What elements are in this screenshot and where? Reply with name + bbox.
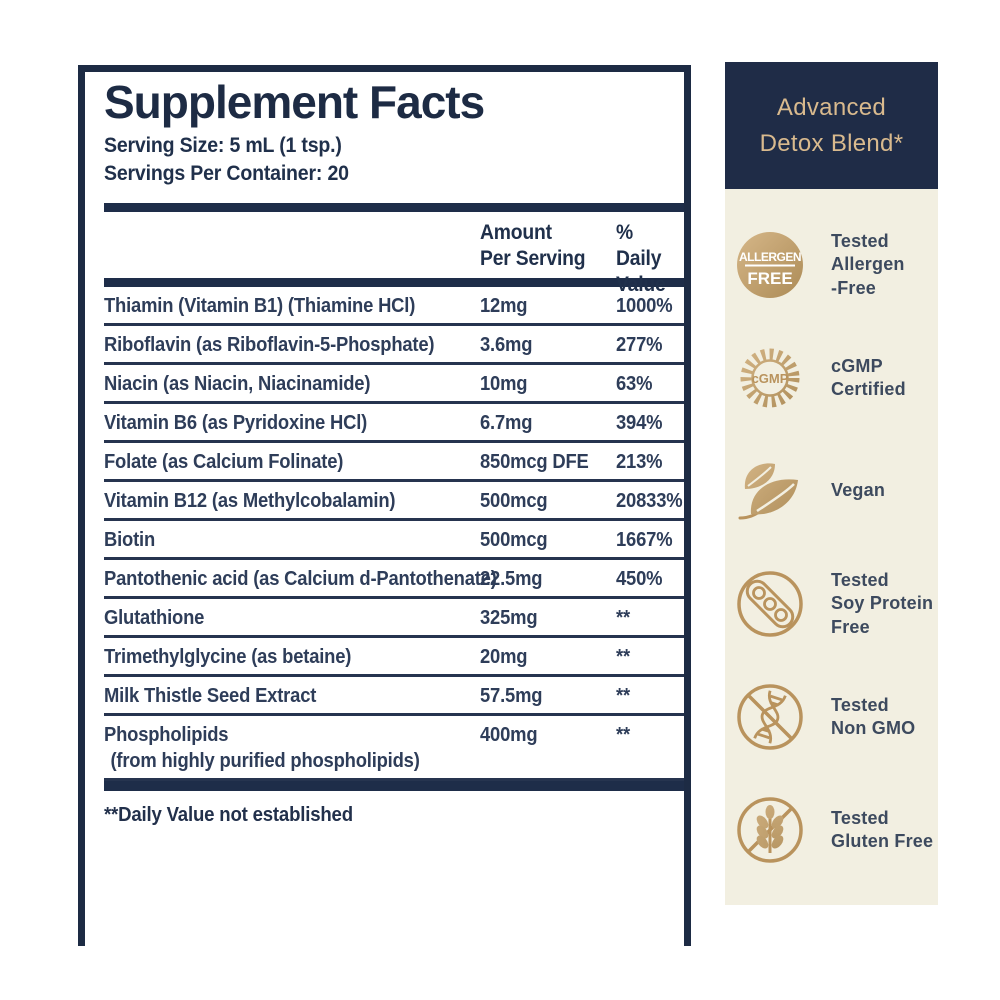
ingredient-row: Biotin 500mcg 1667%	[104, 521, 684, 560]
ingredient-daily-value: **	[616, 606, 630, 629]
blend-header: Advanced Detox Blend*	[725, 62, 938, 189]
ingredient-name: Vitamin B6 (as Pyridoxine HCl)	[104, 411, 368, 434]
cgmp-badge-icon: cGMP	[735, 343, 805, 413]
ingredient-row: Riboflavin (as Riboflavin-5-Phosphate) 3…	[104, 326, 684, 365]
ingredient-amount: 325mg	[480, 606, 538, 629]
ingredient-name: Phospholipids	[104, 723, 229, 746]
ingredient-row: Vitamin B12 (as Methylcobalamin) 500mcg …	[104, 482, 684, 521]
ingredient-name: Trimethylglycine (as betaine)	[104, 645, 352, 668]
ingredient-daily-value: **	[616, 684, 630, 707]
ingredient-note: (from highly purified phospholipids)	[110, 749, 420, 772]
ingredient-daily-value: **	[616, 723, 630, 746]
ingredient-name: Vitamin B12 (as Methylcobalamin)	[104, 489, 396, 512]
badge-vegan: Vegan	[735, 455, 938, 527]
ingredient-name: Niacin (as Niacin, Niacinamide)	[104, 372, 371, 395]
ingredient-daily-value: 394%	[616, 411, 663, 434]
ingredient-amount: 10mg	[480, 372, 528, 395]
badge-sidebar: Advanced Detox Blend* ALLERGEN FREE Test…	[725, 62, 938, 905]
divider-bar	[104, 780, 684, 791]
ingredient-row: Trimethylglycine (as betaine) 20mg **	[104, 638, 684, 677]
svg-text:ALLERGEN: ALLERGEN	[739, 250, 801, 264]
servings-per-container: Servings Per Container: 20	[104, 162, 349, 186]
column-headers: Amount Per Serving % Daily Value	[104, 212, 684, 296]
column-header-daily-value: % Daily Value	[616, 220, 666, 296]
badge-label: Tested Gluten Free	[831, 807, 934, 851]
badge-allergen-free: ALLERGEN FREE Tested Allergen -Free	[735, 229, 938, 301]
badge-label: Tested Non GMO	[831, 694, 916, 738]
ingredient-daily-value: **	[616, 645, 630, 668]
ingredient-daily-value: 1667%	[616, 528, 673, 551]
allergen-free-badge-icon: ALLERGEN FREE	[735, 230, 805, 300]
ingredient-row: Milk Thistle Seed Extract 57.5mg **	[104, 677, 684, 716]
soy-free-icon	[735, 569, 805, 639]
serving-size: Serving Size: 5 mL (1 tsp.)	[104, 134, 342, 158]
ingredient-row: Glutathione 325mg **	[104, 599, 684, 638]
ingredient-amount: 6.7mg	[480, 411, 533, 434]
ingredient-daily-value: 63%	[616, 372, 653, 395]
ingredient-name: Pantothenic acid (as Calcium d-Pantothen…	[104, 567, 497, 590]
svg-text:cGMP: cGMP	[752, 371, 789, 386]
ingredient-amount: 500mcg	[480, 489, 548, 512]
ingredient-name: Folate (as Calcium Folinate)	[104, 450, 344, 473]
divider-bar	[104, 202, 684, 212]
ingredient-daily-value: 213%	[616, 450, 663, 473]
column-header-amount: Amount Per Serving	[480, 220, 586, 270]
gluten-free-icon	[735, 795, 805, 865]
badge-gluten-free: Tested Gluten Free	[735, 794, 938, 866]
supplement-facts-panel: Supplement Facts Serving Size: 5 mL (1 t…	[78, 65, 691, 946]
svg-text:FREE: FREE	[747, 269, 792, 288]
ingredient-amount: 400mg	[480, 723, 538, 746]
ingredient-row: Folate (as Calcium Folinate) 850mcg DFE …	[104, 443, 684, 482]
ingredient-daily-value: 277%	[616, 333, 663, 356]
ingredient-row: Phospholipids 400mg ** (from highly puri…	[104, 716, 684, 781]
badge-label: Tested Allergen -Free	[831, 231, 905, 298]
non-gmo-icon	[735, 682, 805, 752]
ingredient-daily-value: 20833%	[616, 489, 683, 512]
ingredient-amount: 57.5mg	[480, 684, 543, 707]
divider-bar	[104, 277, 684, 287]
badge-soy-free: Tested Soy Protein Free	[735, 568, 938, 640]
badge-cgmp: cGMP cGMP Certified	[735, 342, 938, 414]
badge-list: ALLERGEN FREE Tested Allergen -Free cGMP…	[725, 189, 938, 905]
ingredient-name: Riboflavin (as Riboflavin-5-Phosphate)	[104, 333, 435, 356]
badge-non-gmo: Tested Non GMO	[735, 681, 938, 753]
ingredient-name: Biotin	[104, 528, 156, 551]
ingredient-daily-value: 1000%	[616, 294, 673, 317]
ingredient-name: Milk Thistle Seed Extract	[104, 684, 317, 707]
ingredient-name: Thiamin (Vitamin B1) (Thiamine HCl)	[104, 294, 416, 317]
daily-value-footnote: **Daily Value not established	[104, 803, 353, 826]
badge-label: Tested Soy Protein Free	[831, 570, 934, 637]
ingredient-row: Vitamin B6 (as Pyridoxine HCl) 6.7mg 394…	[104, 404, 684, 443]
badge-label: Vegan	[831, 480, 886, 501]
ingredient-row: Thiamin (Vitamin B1) (Thiamine HCl) 12mg…	[104, 287, 684, 326]
ingredient-row: Niacin (as Niacin, Niacinamide) 10mg 63%	[104, 365, 684, 404]
panel-title: Supplement Facts	[104, 76, 485, 128]
ingredient-name: Glutathione	[104, 606, 205, 629]
vegan-leaf-icon	[735, 456, 805, 526]
ingredient-amount: 22.5mg	[480, 567, 543, 590]
ingredient-amount: 3.6mg	[480, 333, 533, 356]
ingredient-amount: 850mcg DFE	[480, 450, 589, 473]
ingredient-amount: 20mg	[480, 645, 528, 668]
ingredient-amount: 500mcg	[480, 528, 548, 551]
ingredient-row: Pantothenic acid (as Calcium d-Pantothen…	[104, 560, 684, 599]
ingredient-daily-value: 450%	[616, 567, 663, 590]
ingredient-amount: 12mg	[480, 294, 528, 317]
badge-label: cGMP Certified	[831, 355, 906, 399]
